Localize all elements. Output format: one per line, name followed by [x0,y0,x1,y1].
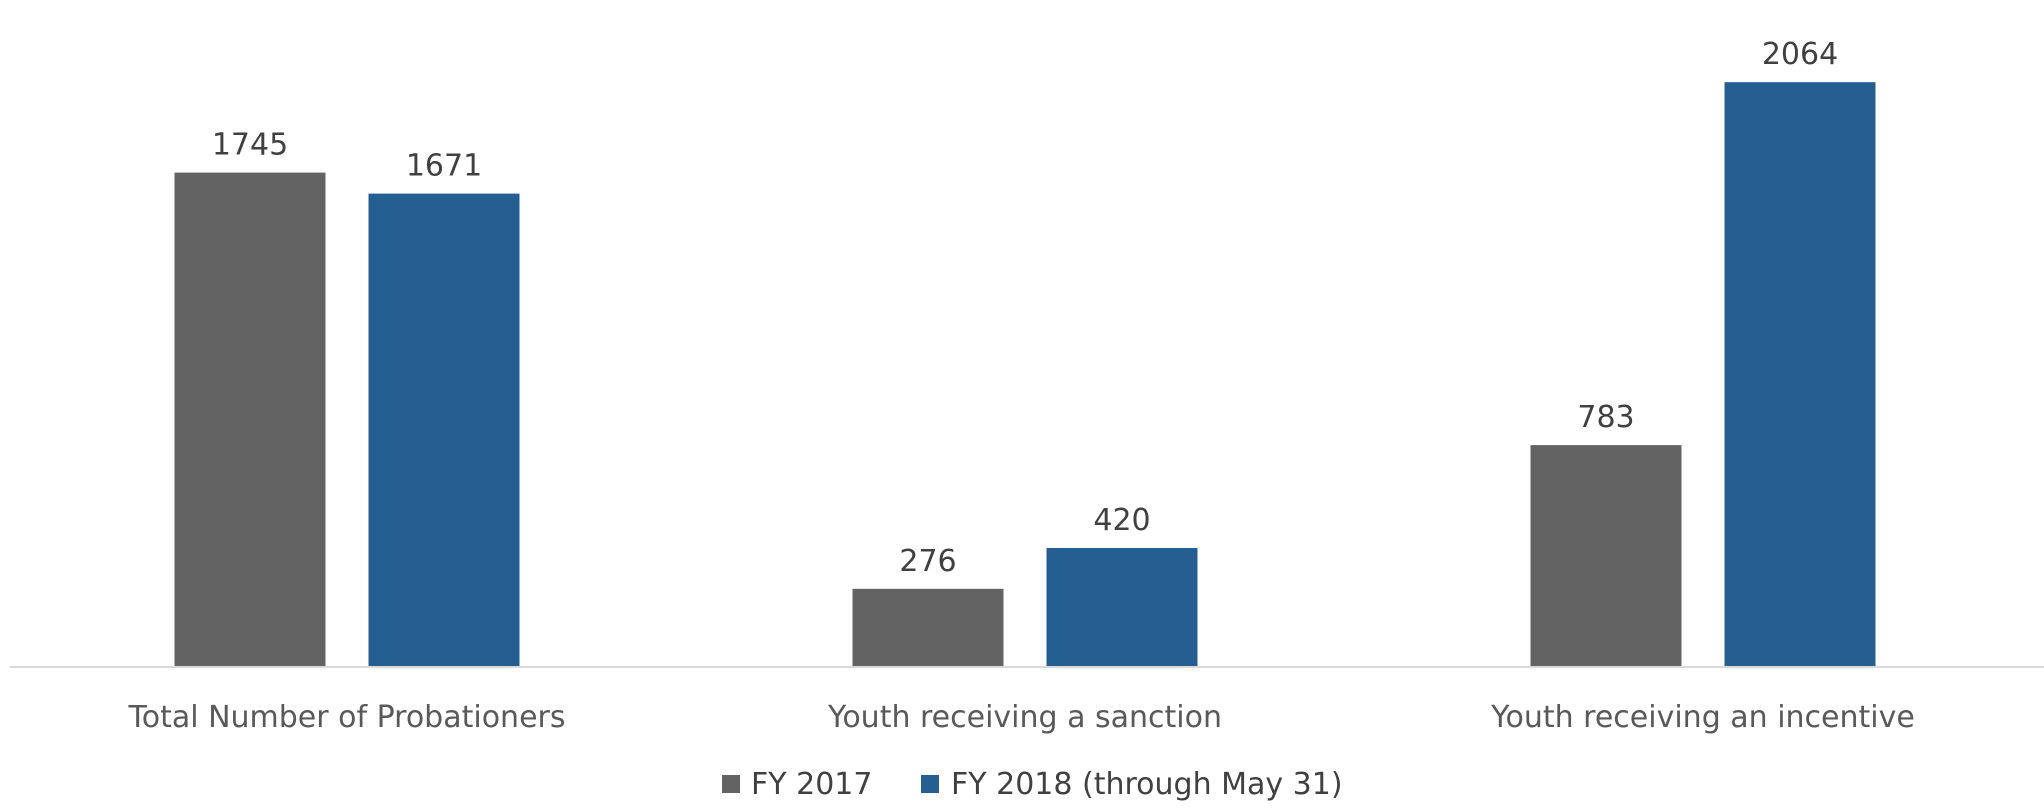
data-label-s1-c2: 2064 [1762,37,1838,72]
data-label-s0-c1: 276 [899,544,956,579]
category-labels-layer: Total Number of Probationers Youth receiv… [127,700,1914,735]
data-label-s0-c2: 783 [1577,400,1634,435]
data-labels-layer: 1745 276 783 1671 420 2064 [212,37,1838,579]
legend-label-fy2018: FY 2018 (through May 31) [951,767,1343,802]
category-label-2: Youth receiving an incentive [1490,700,1915,735]
bars-layer [174,82,1876,667]
bar-s1-c0 [368,193,520,667]
category-label-1: Youth receiving a sanction [827,700,1222,735]
data-label-s0-c0: 1745 [212,128,288,163]
bar-s1-c1 [1046,548,1198,667]
bar-s0-c0 [174,172,326,667]
legend[interactable]: FY 2017 FY 2018 (through May 31) [722,767,1343,802]
data-label-s1-c1: 420 [1093,503,1150,538]
bar-s0-c2 [1530,445,1682,667]
legend-label-fy2017: FY 2017 [751,767,872,802]
category-label-0: Total Number of Probationers [127,700,565,735]
bar-s1-c2 [1724,82,1876,667]
data-label-s1-c0: 1671 [406,149,482,184]
legend-swatch-fy2018 [921,775,939,793]
legend-swatch-fy2017 [722,775,740,793]
bar-s0-c1 [852,588,1004,667]
